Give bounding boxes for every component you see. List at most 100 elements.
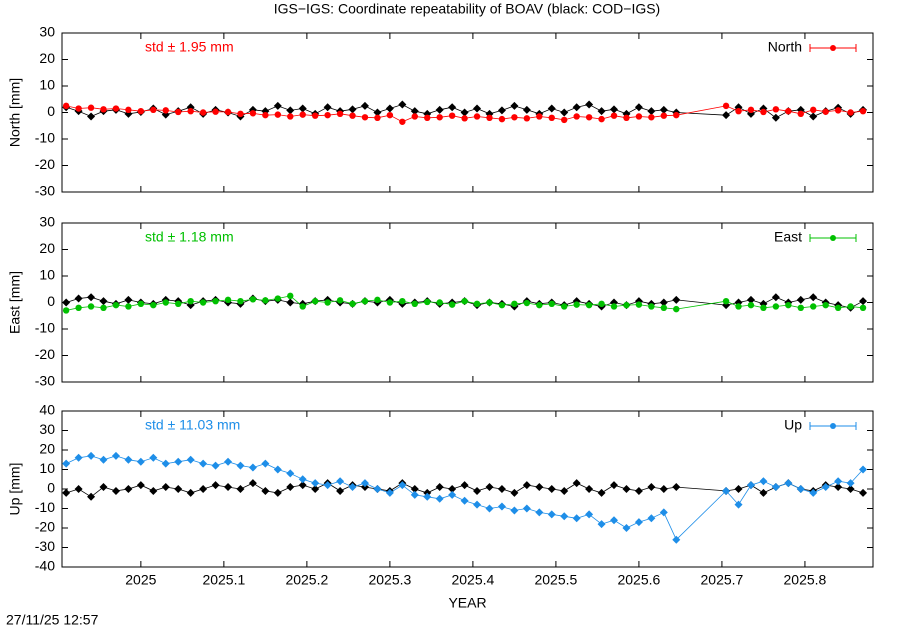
- data-point: [859, 107, 867, 115]
- data-point: [74, 453, 83, 462]
- x-tick-label: 2025: [125, 572, 156, 588]
- legend-swatch: [830, 45, 836, 51]
- data-point: [634, 103, 643, 112]
- data-point: [262, 297, 269, 304]
- data-point: [448, 490, 457, 499]
- data-point: [348, 483, 357, 492]
- data-point: [809, 293, 818, 302]
- y-tick-label: 0: [47, 480, 55, 496]
- data-point: [834, 477, 843, 486]
- data-point: [386, 111, 394, 119]
- x-tick-label: 2025.6: [617, 572, 660, 588]
- data-point: [622, 524, 631, 532]
- data-point: [224, 457, 233, 466]
- y-tick-label: -10: [35, 130, 55, 146]
- data-point: [847, 109, 854, 116]
- data-point: [410, 107, 419, 116]
- data-point: [597, 488, 606, 497]
- data-point: [622, 485, 631, 493]
- data-point: [510, 488, 519, 497]
- data-point: [647, 514, 656, 523]
- data-point: [149, 486, 158, 495]
- data-point: [747, 106, 755, 114]
- data-point: [771, 113, 780, 122]
- data-point: [585, 510, 594, 519]
- y-tick-label: 40: [39, 402, 55, 418]
- data-point: [360, 479, 369, 488]
- data-point: [834, 304, 842, 311]
- data-point: [722, 297, 730, 305]
- data-point: [635, 301, 643, 308]
- data-point: [311, 297, 319, 305]
- data-point: [461, 115, 468, 122]
- x-tick-label: 2025.1: [202, 572, 245, 588]
- data-point: [522, 481, 531, 490]
- data-point: [647, 107, 656, 116]
- data-point: [796, 485, 805, 493]
- data-point: [298, 481, 307, 490]
- x-tick-label: 2025.8: [784, 572, 827, 588]
- data-point: [161, 459, 170, 468]
- data-point: [659, 298, 668, 307]
- data-point: [286, 298, 295, 307]
- data-point: [224, 483, 233, 492]
- y-tick-label: 0: [47, 103, 55, 119]
- data-point: [324, 111, 331, 119]
- data-point: [522, 504, 531, 513]
- data-point: [648, 114, 655, 121]
- data-point: [473, 300, 481, 308]
- panel: -30 -20 -10 0 10 20 30 East [mm] East std ± 1.18 …: [7, 214, 874, 389]
- data-point: [610, 516, 619, 525]
- data-point: [199, 109, 207, 116]
- data-point: [672, 295, 681, 304]
- data-point: [99, 455, 108, 464]
- data-point: [659, 105, 668, 114]
- data-point: [187, 107, 194, 115]
- data-point: [349, 112, 356, 119]
- data-point: [498, 115, 506, 123]
- data-point: [486, 299, 493, 306]
- data-point: [286, 469, 295, 478]
- data-point: [100, 304, 107, 311]
- data-point: [311, 479, 320, 488]
- data-point: [336, 297, 344, 304]
- data-point: [436, 299, 443, 306]
- data-point: [360, 101, 369, 110]
- data-point: [485, 483, 494, 492]
- data-point: [386, 299, 394, 306]
- data-point: [361, 297, 369, 305]
- y-tick-label: -20: [35, 156, 55, 172]
- data-point: [497, 502, 506, 511]
- data-point: [735, 107, 742, 115]
- data-point: [597, 107, 606, 116]
- data-point: [261, 486, 270, 495]
- data-point: [287, 113, 294, 120]
- data-point: [560, 486, 569, 495]
- data-point: [673, 305, 680, 313]
- data-point: [785, 107, 792, 115]
- data-point: [498, 301, 506, 309]
- y-tick-label: -20: [35, 346, 55, 362]
- x-tick-label: 2025.3: [368, 572, 411, 588]
- data-point: [74, 485, 83, 493]
- data-point: [523, 299, 531, 307]
- data-point: [150, 301, 157, 309]
- data-point: [461, 297, 468, 305]
- data-point: [810, 106, 817, 114]
- data-point: [187, 297, 194, 305]
- data-point: [237, 110, 244, 118]
- data-point: [821, 483, 830, 492]
- data-point: [771, 483, 780, 492]
- y-tick-label: 30: [39, 24, 55, 40]
- data-point: [660, 304, 668, 311]
- data-point: [772, 303, 780, 310]
- data-point: [249, 110, 257, 117]
- data-point: [125, 303, 132, 310]
- data-point: [237, 297, 244, 305]
- data-point: [424, 114, 431, 122]
- data-point: [374, 296, 381, 304]
- data-point: [672, 483, 681, 492]
- data-point: [561, 116, 568, 124]
- x-tick-label: 2025.4: [451, 572, 494, 588]
- data-point: [349, 300, 356, 308]
